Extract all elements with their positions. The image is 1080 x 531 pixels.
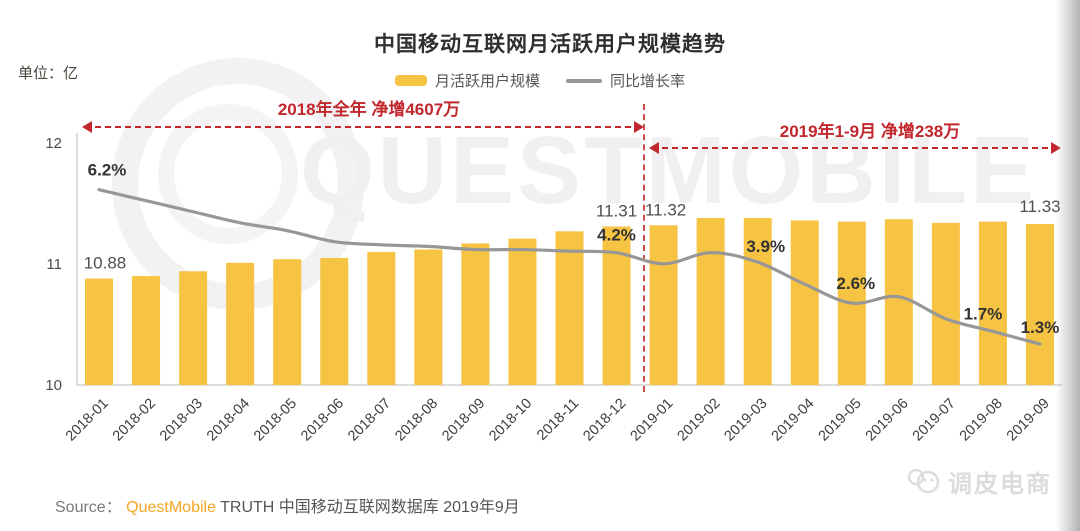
bar-2018-11 <box>555 231 584 385</box>
x-tick-label-2019-02: 2019-02 <box>675 396 724 445</box>
bar-2018-02 <box>132 276 161 385</box>
x-tick-label-2018-02: 2018-02 <box>110 396 159 445</box>
source-brand: QuestMobile <box>126 499 216 516</box>
bar-2018-06 <box>320 257 349 385</box>
legend-line-label: 同比增长率 <box>610 73 686 90</box>
bar-2018-08 <box>414 249 443 385</box>
arrow-left-head-icon <box>82 121 92 133</box>
x-tick-label-2018-07: 2018-07 <box>345 396 394 445</box>
x-tick-label-2018-05: 2018-05 <box>251 396 300 445</box>
source-prefix: Source： <box>55 499 122 516</box>
bar-series-swatch-icon <box>394 75 427 86</box>
bar-2018-05 <box>273 259 302 385</box>
x-tick-label-2019-08: 2019-08 <box>957 396 1006 445</box>
x-tick-label-2018-03: 2018-03 <box>157 396 206 445</box>
x-tick-label-2018-01: 2018-01 <box>63 396 112 445</box>
tiaopi-faces-icon <box>907 468 940 493</box>
legend-item-bars: 月活跃用户规模 <box>394 70 540 91</box>
growth-rate-line <box>97 188 1042 346</box>
year-divider-dashed-line <box>643 104 645 392</box>
annotation-2019-net-increase: 2019年1-9月 净增238万 <box>779 122 961 141</box>
bar-value-label-2018-01: 10.88 <box>84 254 127 273</box>
bar-2019-02 <box>696 218 725 385</box>
growth-label-2019-08: 1.7% <box>964 304 1003 323</box>
bar-2019-07 <box>931 222 960 385</box>
bar-2018-01 <box>85 278 113 385</box>
source-line: Source： QuestMobile TRUTH 中国移动互联网数据库 201… <box>55 493 520 517</box>
growth-label-2018-01: 6.2% <box>88 161 127 180</box>
x-tick-label-2019-01: 2019-01 <box>627 396 676 445</box>
bar-2018-07 <box>367 251 396 385</box>
legend-bars-label: 月活跃用户规模 <box>434 73 540 90</box>
x-tick-label-2018-11: 2018-11 <box>534 396 582 444</box>
bar-2018-04 <box>226 262 255 385</box>
x-tick-label-2019-04: 2019-04 <box>769 396 818 445</box>
x-tick-label-2019-03: 2019-03 <box>722 396 771 445</box>
bar-2019-06 <box>884 219 913 385</box>
growth-label-2019-09: 1.3% <box>1021 318 1060 337</box>
unit-label: 单位：亿 <box>18 65 79 82</box>
growth-label-2018-12: 4.2% <box>597 226 636 245</box>
bar-value-label-2018-12: 11.31 <box>596 201 637 220</box>
y-tick-label-12: 12 <box>45 135 62 152</box>
x-tick-label-2018-10: 2018-10 <box>486 396 535 445</box>
bar-2019-08 <box>978 221 1007 385</box>
bar-value-label-2019-09: 11.33 <box>1019 197 1060 216</box>
x-tick-label-2018-06: 2018-06 <box>298 396 347 445</box>
bar-2019-01 <box>649 225 678 385</box>
legend: 月活跃用户规模 同比增长率 <box>0 70 1080 91</box>
x-tick-label-2019-09: 2019-09 <box>1004 396 1053 445</box>
bar-value-label-2019-01: 11.32 <box>645 200 686 219</box>
x-tick-label-2019-06: 2019-06 <box>863 396 912 445</box>
x-tick-label-2018-12: 2018-12 <box>580 396 629 445</box>
line-series-swatch-icon <box>566 78 602 83</box>
x-tick-label-2018-09: 2018-09 <box>439 396 488 445</box>
arrow-right-head-icon <box>634 121 644 133</box>
bar-2018-09 <box>461 243 490 385</box>
annotation-2018-net-increase: 2018年全年 净增4607万 <box>277 100 461 119</box>
annotation-2018-range-arrow <box>82 121 644 133</box>
tiaopi-ecommerce-logo: 调皮电商 <box>906 464 1052 499</box>
x-tick-label-2018-04: 2018-04 <box>204 396 253 445</box>
x-tick-label-2018-08: 2018-08 <box>392 396 441 445</box>
bar-2019-09 <box>1026 224 1054 385</box>
tiaopi-logo-text: 调皮电商 <box>948 471 1052 498</box>
x-tick-label-2019-05: 2019-05 <box>816 396 865 445</box>
growth-label-2019-05: 2.6% <box>836 274 875 293</box>
source-detail: TRUTH 中国移动互联网数据库 2019年9月 <box>220 499 520 516</box>
legend-item-line: 同比增长率 <box>566 70 685 91</box>
x-tick-label-2019-07: 2019-07 <box>910 396 959 445</box>
arrow-left-head-icon <box>649 142 659 154</box>
chart-title: 中国移动互联网月活跃用户规模趋势 <box>374 33 726 56</box>
questmobile-watermark-text: QUESTMOBILE <box>300 117 1038 224</box>
y-tick-label-11: 11 <box>46 256 62 273</box>
right-edge-gradient <box>1056 0 1080 531</box>
y-tick-label-10: 10 <box>45 377 62 394</box>
bar-2018-03 <box>179 271 208 385</box>
bar-2019-04 <box>790 220 819 385</box>
bar-2018-10 <box>508 238 537 385</box>
bar-2019-03 <box>743 218 772 385</box>
growth-label-2019-03: 3.9% <box>746 237 785 256</box>
